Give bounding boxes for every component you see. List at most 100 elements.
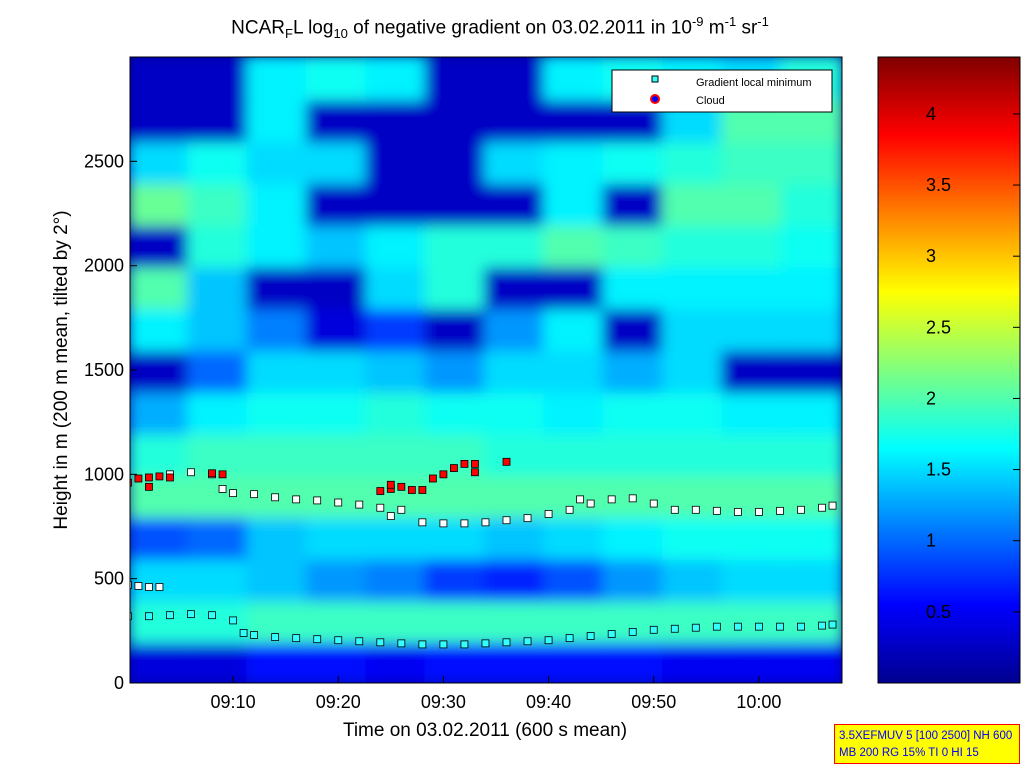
cloud-marker: [460, 459, 469, 468]
heatmap-cell: [543, 263, 607, 310]
heatmap-cell: [365, 430, 429, 477]
heatmap-cell: [187, 138, 251, 185]
heatmap-cell: [424, 514, 488, 560]
heatmap-cell: [130, 180, 192, 226]
minimum-marker: [523, 637, 532, 646]
minimum-marker: [250, 490, 259, 499]
heatmap-cell: [780, 347, 842, 393]
heatmap-cell: [484, 138, 548, 185]
heatmap-cell: [130, 305, 192, 352]
heatmap-cell: [424, 305, 488, 352]
cloud-marker: [471, 459, 479, 468]
heatmap-cell: [306, 57, 370, 101]
minimum-marker: [239, 629, 248, 637]
minimum-marker: [271, 493, 280, 502]
minimum-marker: [386, 512, 395, 520]
heatmap-cell: [130, 639, 192, 683]
x-axis-label: Time on 03.02.2011 (600 s mean): [343, 720, 627, 741]
minimum-marker: [649, 625, 658, 634]
info-line-1: 3.5XEFMUV 5 [100 2500] NH 600: [839, 730, 1013, 742]
minimum-marker: [397, 505, 406, 514]
title-part: 10: [333, 26, 348, 42]
minimum-marker: [712, 506, 721, 515]
heatmap-cell: [484, 639, 548, 683]
minimum-marker: [187, 610, 195, 619]
heatmap-cell: [306, 180, 370, 226]
heatmap-cell: [543, 180, 607, 226]
cloud-marker: [166, 473, 174, 482]
title-part: -1: [757, 14, 769, 29]
y-tick-label: 0: [114, 673, 124, 693]
x-tick-label: 09:50: [631, 692, 676, 712]
minimum-marker: [355, 637, 364, 646]
heatmap-cell: [484, 305, 548, 352]
heatmap-cell: [484, 472, 548, 519]
heatmap-cell: [543, 221, 607, 268]
info-line-2: MB 200 RG 15% TI 0 HI 15: [839, 747, 979, 759]
heatmap-cell: [130, 96, 192, 143]
heatmap-cell: [306, 430, 370, 477]
heatmap-cell: [543, 472, 607, 519]
heatmap-cell: [187, 555, 251, 602]
heatmap-cell: [246, 96, 310, 143]
heatmap-cell: [306, 388, 370, 435]
minimum-marker: [776, 506, 784, 515]
heatmap-cell: [602, 639, 666, 683]
heatmap-cell: [246, 388, 310, 435]
heatmap-cell: [424, 180, 488, 226]
minimum-marker: [250, 631, 259, 639]
heatmap-cell: [306, 347, 370, 393]
minimum-marker: [155, 583, 164, 591]
minimum-marker: [649, 499, 658, 508]
heatmap-cell: [662, 597, 726, 644]
minimum-marker: [334, 498, 343, 507]
minimum-marker: [292, 634, 301, 643]
heatmap-cell: [306, 96, 370, 143]
heatmap-cell: [484, 221, 548, 268]
legend-label-cloud: Cloud: [696, 95, 725, 107]
heatmap-cell: [187, 514, 251, 560]
x-tick-label: 10:00: [736, 692, 781, 712]
heatmap-cell: [602, 430, 666, 477]
minimum-marker: [797, 505, 805, 514]
cloud-marker: [439, 470, 448, 479]
heatmap-cell: [130, 221, 192, 268]
heatmap-cell: [246, 305, 310, 352]
heatmap-cell: [721, 305, 785, 352]
heatmap-cell: [187, 472, 251, 519]
chart-title: NCARFL log10 of negative gradient on 03.…: [0, 14, 1000, 41]
heatmap-cell: [484, 388, 548, 435]
minimum-marker: [439, 519, 448, 528]
heatmap-cell: [484, 555, 548, 602]
heatmap-cell: [721, 514, 785, 560]
minimum-marker: [691, 505, 700, 514]
heatmap-cell: [130, 555, 192, 602]
colorbar-tick-label: 1.5: [926, 460, 951, 480]
minimum-marker: [544, 510, 553, 518]
heatmap-cell: [543, 430, 607, 477]
legend-marker-minimum: [651, 75, 659, 83]
y-tick-label: 500: [94, 569, 124, 589]
minimum-marker: [376, 503, 385, 512]
heatmap-cell: [365, 388, 429, 435]
heatmap-cell: [602, 555, 666, 602]
heatmap-cell: [662, 514, 726, 560]
heatmap-cell: [246, 263, 310, 310]
heatmap-cell: [543, 138, 607, 185]
heatmap-cell: [721, 472, 785, 519]
heatmap-cell: [484, 514, 548, 560]
cloud-marker: [418, 486, 427, 494]
title-part: F: [284, 26, 293, 42]
heatmap-cell: [721, 639, 785, 683]
cloud-marker: [145, 473, 153, 482]
heatmap-cell: [306, 138, 370, 185]
minimum-marker: [670, 624, 679, 633]
colorbar: [877, 56, 1021, 684]
heatmap-cell: [187, 221, 251, 268]
heatmap-cell: [662, 347, 726, 393]
heatmap-cell: [130, 514, 192, 560]
minimum-marker: [145, 612, 153, 621]
heatmap-cell: [306, 305, 370, 352]
heatmap-cell: [780, 514, 842, 560]
heatmap-cell: [721, 138, 785, 185]
